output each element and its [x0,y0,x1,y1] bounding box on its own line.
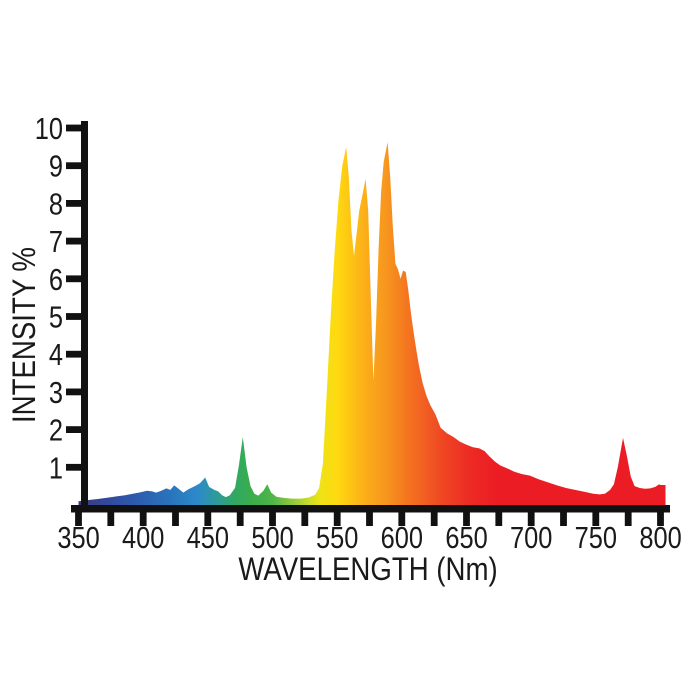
x-tick-label: 550 [316,521,358,556]
y-tick [66,388,81,396]
x-tick-label: 650 [445,521,487,556]
x-tick-label: 500 [251,521,293,556]
y-axis-ticks [66,124,81,471]
y-tick-label: 7 [49,225,63,260]
y-axis-line [81,121,88,513]
x-tick [527,512,535,526]
x-tick [269,512,276,526]
x-axis-line [71,505,670,513]
y-tick [66,200,81,207]
y-tick-label: 2 [49,413,63,448]
y-tick [66,237,81,245]
y-tick [66,313,81,320]
x-axis-title: WAVELENGTH (Nm) [238,552,497,588]
x-tick-label: 400 [122,521,164,556]
x-tick [172,512,179,526]
x-tick [624,512,632,526]
x-tick [204,512,212,526]
y-tick [66,463,81,471]
x-tick-label: 600 [381,521,423,556]
x-tick [560,512,567,526]
x-tick-label: 750 [575,521,617,556]
x-tick [463,512,470,526]
y-tick-label: 6 [49,262,63,297]
y-axis-title: INTENSITY % [7,247,43,423]
x-tick [657,512,664,526]
y-tick [66,162,81,170]
x-tick [592,512,600,526]
x-axis-ticks [75,512,664,526]
x-tick-label: 700 [510,521,552,556]
y-tick-label: 3 [49,376,63,411]
x-tick-label: 350 [57,521,99,556]
x-axis-tick-labels: 350 400 450 500 550 600 650 700 750 800 [57,521,681,556]
x-tick [139,512,147,526]
x-tick [301,512,309,526]
x-tick [430,512,438,526]
y-tick-label: 5 [49,300,63,335]
y-tick [66,124,81,132]
x-tick-label: 450 [187,521,229,556]
y-tick-label: 8 [49,187,63,222]
x-tick [333,512,341,526]
x-tick [236,512,244,526]
x-tick [366,512,373,526]
x-tick [75,512,82,526]
y-tick [66,350,81,358]
y-tick-label: 9 [49,149,63,184]
x-tick [495,512,503,526]
x-tick [398,512,406,526]
y-tick-label: 1 [49,451,63,486]
y-tick-label: 10 [35,112,63,147]
axis-lines [71,121,670,513]
x-tick-label: 800 [639,521,681,556]
y-tick [66,275,81,283]
y-tick [66,426,81,433]
spectrum-area-series [78,142,666,506]
x-tick [107,512,115,526]
y-tick-label: 4 [49,338,63,373]
